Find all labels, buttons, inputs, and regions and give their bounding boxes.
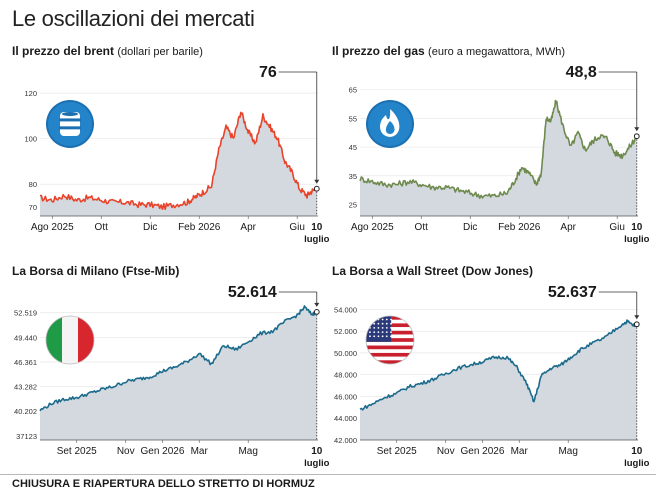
oil-barrel-icon <box>46 100 94 148</box>
last-value-label: 52.637 <box>548 284 597 301</box>
callout-arrowhead <box>314 179 320 184</box>
gas-chart-title: Il prezzo del gas (euro a megawattora, M… <box>332 44 565 58</box>
x-tick-label: Set 2025 <box>57 446 97 457</box>
x-tick-label: Ott <box>415 222 429 233</box>
y-tick-label: 100 <box>24 135 37 144</box>
x-tick-label: Gen 2026 <box>140 446 184 457</box>
gas-chart-panel: Il prezzo del gas (euro a megawattora, M… <box>332 44 652 262</box>
dow-jones-chart-title: La Borsa a Wall Street (Dow Jones) <box>332 264 533 278</box>
italy-flag-icon <box>45 315 95 365</box>
y-tick-label: 42.000 <box>334 436 357 445</box>
last-value-marker <box>633 321 640 328</box>
x-tick-label: Feb 2026 <box>498 222 541 233</box>
x-tick-label: Giu <box>609 222 625 233</box>
last-value-label: 76 <box>259 64 277 81</box>
footer-caption: CHIUSURA E RIAPERTURA DELLO STRETTO DI H… <box>12 478 315 490</box>
y-tick-label: 70 <box>29 203 37 212</box>
page-title: Le oscillazioni dei mercati <box>12 6 255 31</box>
end-date-month: luglio <box>304 458 330 469</box>
x-tick-label: Mag <box>558 446 577 457</box>
y-tick-label: 40.202 <box>14 407 37 416</box>
y-tick-label: 45 <box>349 143 357 152</box>
y-tick-label: 46.361 <box>14 358 37 367</box>
series-area <box>360 320 637 440</box>
dow-jones-chart-svg: 42.000 44.000 46.000 48.000 50.000 52.000 54.0… <box>334 284 650 469</box>
y-tick-label: 44.000 <box>334 414 357 423</box>
last-value-marker <box>313 308 320 315</box>
y-tick-label: 48.000 <box>334 371 357 380</box>
series-area <box>40 112 317 216</box>
ftse-mib-chart-title: La Borsa di Milano (Ftse-Mib) <box>12 264 180 278</box>
end-date-day: 10 <box>631 222 643 233</box>
callout-arrowhead <box>314 302 320 307</box>
series-line <box>39 305 318 412</box>
brent-chart-svg: 70 80 100 120 76 Ago 2025 Ott Dic Feb 2026 Apr Giu… <box>24 64 330 245</box>
x-tick-label: Feb 2026 <box>178 222 221 233</box>
x-tick-label: Nov <box>437 446 455 457</box>
end-date-day: 10 <box>311 446 323 457</box>
series-area <box>40 305 317 440</box>
series-area <box>360 100 637 216</box>
ftse-mib-chart-panel: La Borsa di Milano (Ftse-Mib) 37123 40.20… <box>12 264 332 482</box>
brent-chart-title: Il prezzo del brent (dollari per barile) <box>12 44 203 58</box>
end-date-day: 10 <box>631 446 643 457</box>
callout-arrowhead <box>634 127 640 132</box>
footer-divider <box>0 474 656 475</box>
callout-arrowhead <box>634 315 640 320</box>
y-tick-label: 50.000 <box>334 349 357 358</box>
y-tick-label: 52.000 <box>334 327 357 336</box>
usa-flag-icon <box>365 315 415 365</box>
gas-chart-svg: 25 35 45 55 65 48,8 Ago 2025 Ott Dic Feb 2026 Apr G… <box>349 64 650 245</box>
end-date-month: luglio <box>624 458 650 469</box>
end-date-month: luglio <box>624 234 650 245</box>
y-tick-label: 52.519 <box>14 309 37 318</box>
x-tick-label: Nov <box>117 446 135 457</box>
dow-jones-chart-panel: La Borsa a Wall Street (Dow Jones) 42.00… <box>332 264 652 482</box>
series-line <box>359 319 638 411</box>
y-tick-label: 49.440 <box>14 333 37 342</box>
end-date-month: luglio <box>304 234 330 245</box>
x-tick-label: Dic <box>463 222 477 233</box>
y-tick-label: 120 <box>24 89 37 98</box>
y-tick-label: 65 <box>349 86 357 95</box>
series-line <box>359 99 638 199</box>
brent-chart-panel: Il prezzo del brent (dollari per barile)… <box>12 44 332 262</box>
last-value-marker <box>313 185 320 192</box>
x-tick-label: Gen 2026 <box>460 446 504 457</box>
y-tick-label: 37123 <box>16 432 37 441</box>
gas-flame-icon <box>366 100 414 148</box>
x-tick-label: Mar <box>511 446 529 457</box>
ftse-mib-chart-svg: 37123 40.202 43.282 46.361 49.440 52.519 52.61… <box>14 284 330 469</box>
y-tick-label: 80 <box>29 180 37 189</box>
x-tick-label: Mag <box>238 446 257 457</box>
end-date-day: 10 <box>311 222 323 233</box>
x-tick-label: Apr <box>560 222 576 233</box>
x-tick-label: Ago 2025 <box>351 222 394 233</box>
y-tick-label: 25 <box>349 201 357 210</box>
x-tick-label: Mar <box>191 446 209 457</box>
y-tick-label: 54.000 <box>334 305 357 314</box>
last-value-marker <box>633 133 640 140</box>
y-tick-label: 46.000 <box>334 392 357 401</box>
x-tick-label: Apr <box>240 222 256 233</box>
x-tick-label: Ago 2025 <box>31 222 74 233</box>
series-line <box>39 111 318 210</box>
y-tick-label: 35 <box>349 172 357 181</box>
y-tick-label: 43.282 <box>14 383 37 392</box>
x-tick-label: Giu <box>289 222 305 233</box>
x-tick-label: Ott <box>95 222 109 233</box>
y-tick-label: 55 <box>349 114 357 123</box>
last-value-label: 52.614 <box>228 284 277 301</box>
x-tick-label: Dic <box>143 222 157 233</box>
last-value-label: 48,8 <box>566 64 597 81</box>
x-tick-label: Set 2025 <box>377 446 417 457</box>
